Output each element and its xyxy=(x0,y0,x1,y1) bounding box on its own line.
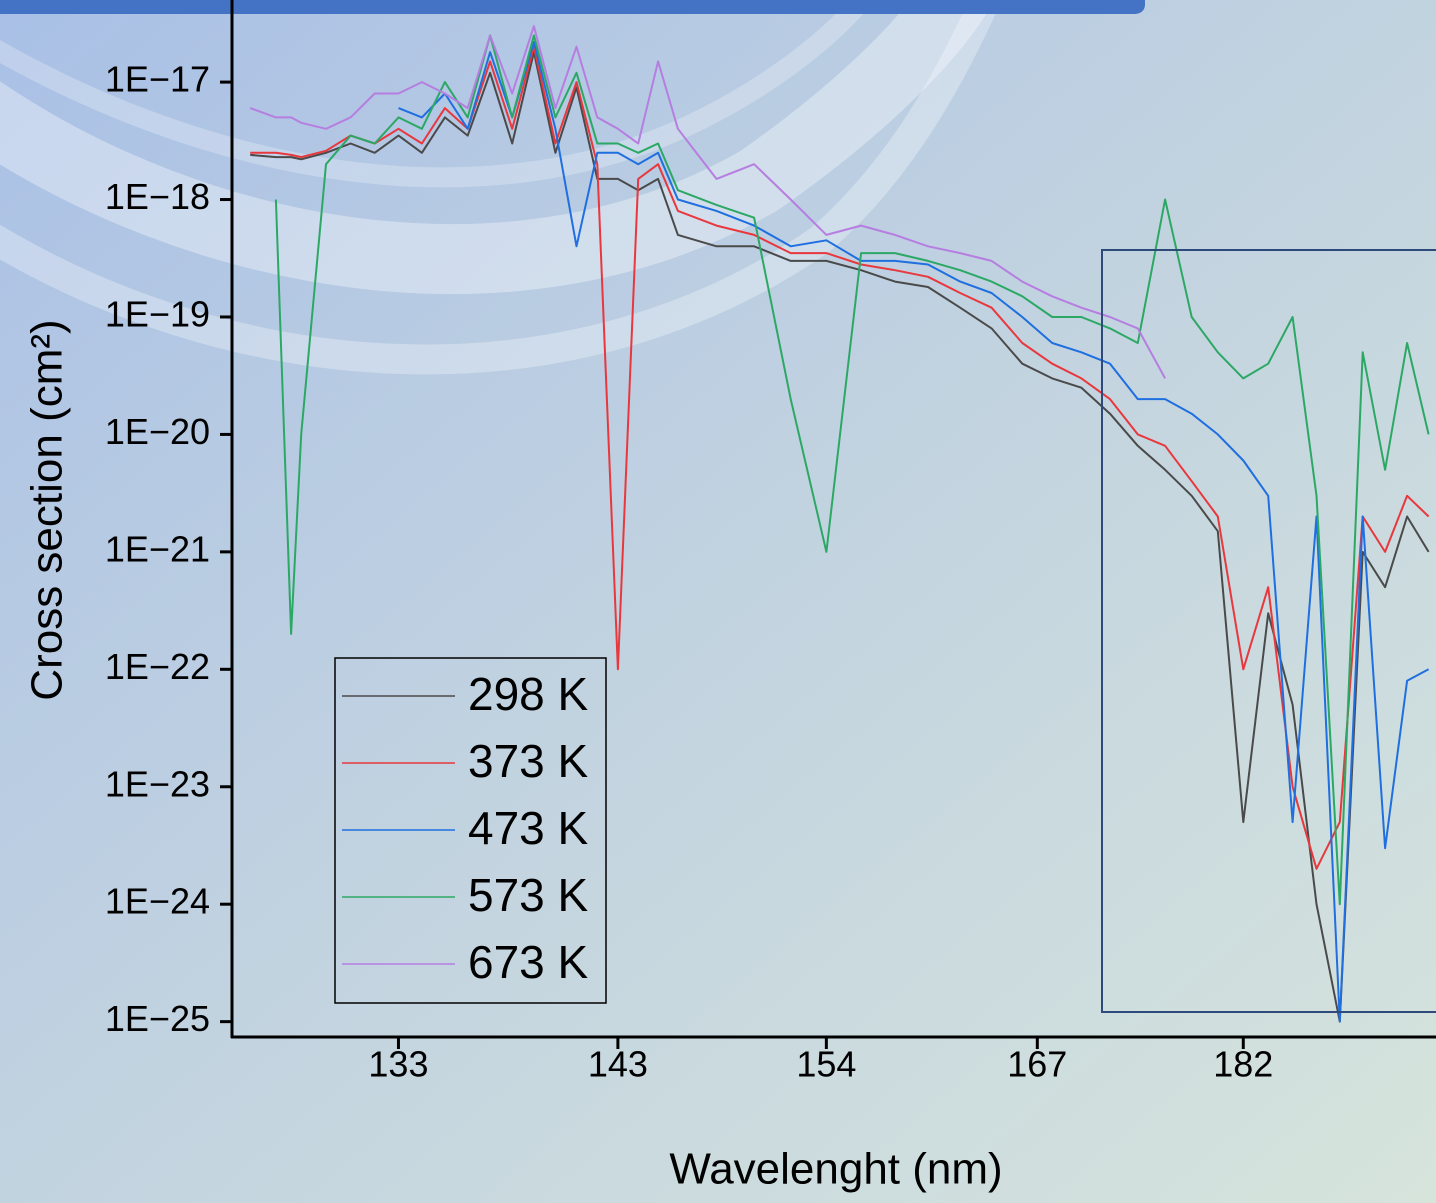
x-tick-label: 167 xyxy=(1007,1044,1067,1085)
series-line xyxy=(250,45,1430,870)
x-tick-label: 133 xyxy=(368,1044,428,1085)
x-tick-label: 182 xyxy=(1213,1044,1273,1085)
y-tick-label: 1E−17 xyxy=(105,59,210,100)
series-line xyxy=(249,25,1166,379)
y-tick-label: 1E−23 xyxy=(105,763,210,804)
highlight-box xyxy=(1101,249,1436,1013)
y-tick-label: 1E−20 xyxy=(105,411,210,452)
series-line xyxy=(250,51,1430,1023)
y-axis-title: Cross section (cm²) xyxy=(23,319,72,700)
x-tick-label: 143 xyxy=(588,1044,648,1085)
y-tick-label: 1E−21 xyxy=(105,528,210,569)
legend: 298 K 373 K 473 K 573 K 673 K xyxy=(334,657,607,1004)
legend-label: 473 K xyxy=(468,802,589,854)
plot-area: 1E−17 1E−18 1E−19 1E−20 1E−21 1E−22 1E−23 1E−24… xyxy=(105,0,1436,1085)
y-tick-label: 1E−24 xyxy=(105,881,210,922)
legend-label: 673 K xyxy=(468,936,589,988)
x-axis-title: Wavelenght (nm) xyxy=(669,1145,1002,1194)
legend-label: 373 K xyxy=(468,735,589,787)
header-bar xyxy=(0,0,1145,14)
series-line xyxy=(398,40,1430,1023)
decoration xyxy=(0,0,1002,375)
legend-box xyxy=(334,657,607,1004)
x-tick-label: 154 xyxy=(796,1044,856,1085)
y-tick-label: 1E−18 xyxy=(105,176,210,217)
series-line xyxy=(274,34,1430,906)
y-tick-label: 1E−25 xyxy=(105,998,210,1039)
legend-label: 298 K xyxy=(468,668,589,720)
y-tick-label: 1E−19 xyxy=(105,293,210,334)
legend-label: 573 K xyxy=(468,869,589,921)
y-tick-label: 1E−22 xyxy=(105,646,210,687)
